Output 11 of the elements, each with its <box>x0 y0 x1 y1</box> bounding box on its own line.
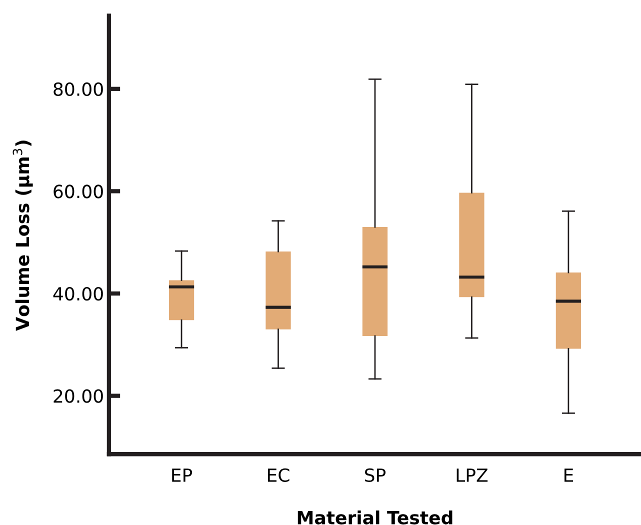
y-tick-label: 80.00 <box>54 82 103 96</box>
y-tick-label: 40.00 <box>53 286 103 301</box>
x-tick-label: LPZ <box>456 468 488 482</box>
x-axis-title: Material Tested <box>298 510 452 524</box>
y-axis-title: Volume Loss (µm$^{3}$) <box>12 140 33 331</box>
x-tick-label: EP <box>172 468 192 482</box>
x-tick-label: EC <box>268 468 290 482</box>
x-tick-label: SP <box>365 468 386 482</box>
y-tick-label: 60.00 <box>54 184 103 198</box>
y-tick-label: 20.00 <box>54 389 103 403</box>
x-tick-label: E <box>564 468 573 482</box>
